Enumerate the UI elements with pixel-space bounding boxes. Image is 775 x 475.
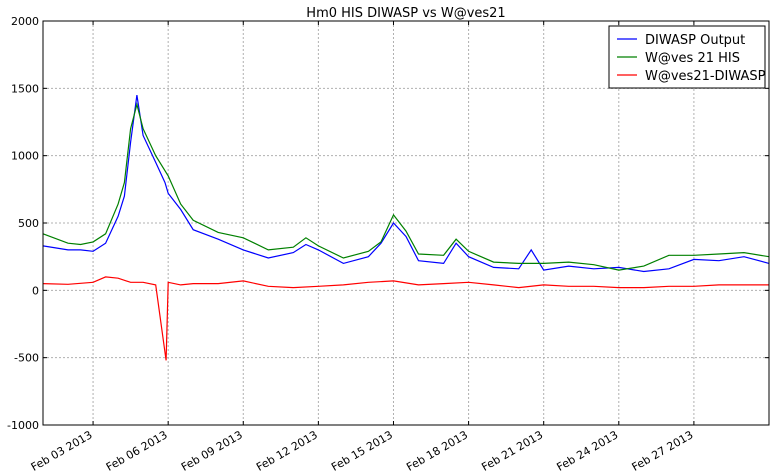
legend-label: W@ves21-DIWASP	[645, 69, 766, 84]
x-tick-label: Feb 09 2013	[179, 428, 245, 473]
y-tick-label: 1500	[11, 82, 39, 95]
x-tick-label: Feb 24 2013	[554, 428, 620, 473]
x-tick-label: Feb 27 2013	[630, 428, 696, 473]
y-tick-label: 2000	[11, 15, 39, 28]
x-axis: Feb 03 2013 Feb 06 2013 Feb 09 2013 Feb 12 …	[29, 21, 696, 474]
x-tick-label: Feb 12 2013	[254, 428, 320, 473]
series-line-1	[42, 95, 770, 273]
legend: DIWASP Output W@ves 21 HIS W@ves21-DIWASP	[608, 25, 766, 89]
chart-title: Hm0 HIS DIWASP vs W@ves21	[306, 6, 505, 21]
x-tick-label: Feb 03 2013	[29, 428, 95, 473]
y-axis: -1000 -500 0 500 1000 1500 2000	[7, 15, 769, 432]
legend-label: DIWASP Output	[645, 33, 745, 48]
x-tick-label: Feb 15 2013	[329, 428, 395, 473]
y-tick-label: 0	[32, 284, 39, 297]
y-tick-label: -500	[14, 352, 39, 365]
series-line-3	[42, 276, 769, 361]
x-tick-label: Feb 06 2013	[104, 428, 170, 473]
y-tick-label: 500	[18, 217, 39, 230]
y-tick-label: 1000	[11, 150, 39, 163]
x-tick-label: Feb 21 2013	[479, 428, 545, 473]
series-layer	[42, 95, 770, 361]
y-tick-label: -1000	[7, 419, 39, 432]
legend-label: W@ves 21 HIS	[645, 51, 740, 66]
x-tick-label: Feb 18 2013	[404, 428, 470, 473]
series-line-2	[42, 102, 770, 271]
